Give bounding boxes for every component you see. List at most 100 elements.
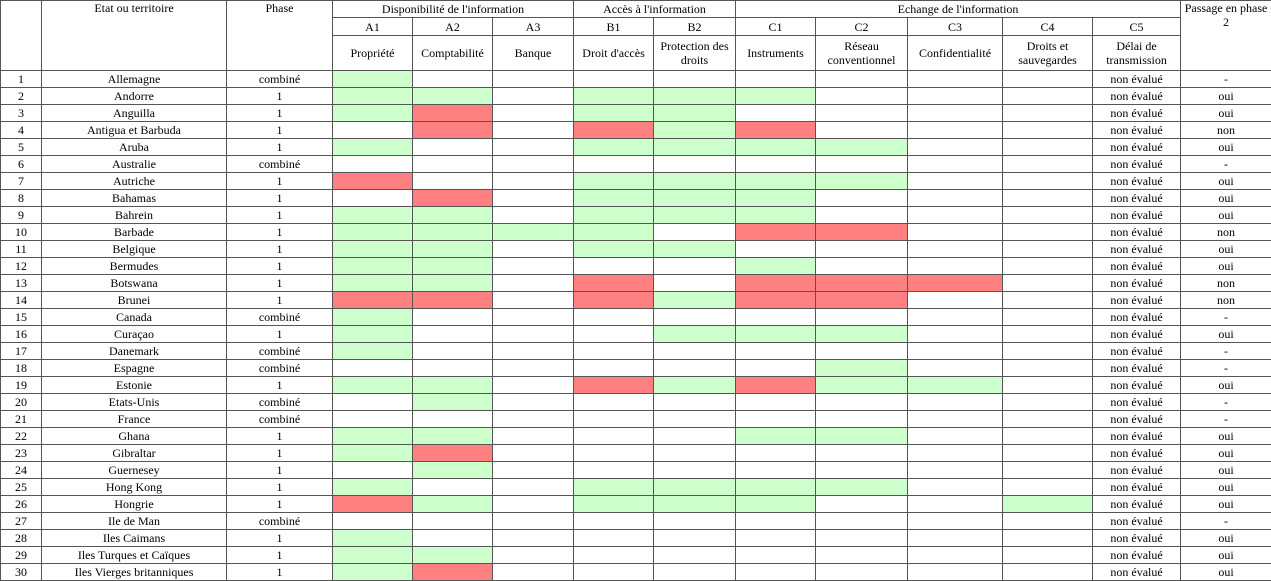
state-name: Iles Vierges britanniques [41,563,227,581]
c5-status: non évalué [1092,410,1182,428]
status-cell [491,70,575,88]
passage: oui [1180,138,1271,156]
phase: combiné [226,155,333,173]
status-cell [412,257,493,275]
status-cell [653,376,737,394]
status-cell [907,410,1004,428]
status-cell [332,393,413,411]
passage: - [1180,512,1271,530]
status-cell [491,478,575,496]
status-cell [573,546,655,564]
status-cell [653,223,737,241]
column-code: B2 [653,17,737,36]
c5-status: non évalué [1092,155,1182,173]
status-cell [907,461,1004,479]
status-cell [1002,291,1094,309]
status-cell [332,495,413,513]
status-cell [1002,546,1094,564]
table-row: 17 Danemark combiné non évalué - [0,342,1271,360]
status-cell [332,342,413,360]
passage: oui [1180,325,1271,343]
status-cell [653,393,737,411]
row-number: 4 [0,121,42,139]
state-name: Canada [41,308,227,326]
status-cell [815,546,909,564]
status-cell [653,478,737,496]
status-cell [653,240,737,258]
status-cell [815,427,909,445]
status-cell [907,512,1004,530]
status-cell [491,512,575,530]
status-cell [735,563,817,581]
status-cell [573,206,655,224]
status-cell [907,546,1004,564]
status-cell [815,529,909,547]
phase: 1 [226,189,333,207]
status-cell [491,376,575,394]
status-cell [491,121,575,139]
status-cell [653,546,737,564]
c5-status: non évalué [1092,376,1182,394]
passage: oui [1180,206,1271,224]
state-name: Estonie [41,376,227,394]
status-cell [491,172,575,190]
status-cell [815,223,909,241]
row-number: 7 [0,172,42,190]
row-number: 28 [0,529,42,547]
state-name: Guernesey [41,461,227,479]
state-name: Aruba [41,138,227,156]
table-row: 8 Bahamas 1 non évalué oui [0,189,1271,207]
status-cell [815,325,909,343]
status-cell [815,138,909,156]
status-cell [491,359,575,377]
table-row: 13 Botswana 1 non évalué non [0,274,1271,292]
passage: oui [1180,444,1271,462]
status-cell [332,308,413,326]
status-cell [1002,257,1094,275]
column-label: Droit d'accès [573,35,655,71]
passage: oui [1180,529,1271,547]
c5-status: non évalué [1092,512,1182,530]
table-row: 27 Ile de Man combiné non évalué - [0,512,1271,530]
status-cell [573,223,655,241]
status-cell [412,206,493,224]
status-cell [332,189,413,207]
row-number: 9 [0,206,42,224]
status-cell [1002,359,1094,377]
phase: 1 [226,563,333,581]
status-cell [1002,325,1094,343]
table-row: 28 Iles Caimans 1 non évalué oui [0,529,1271,547]
table-row: 18 Espagne combiné non évalué - [0,359,1271,377]
status-cell [412,104,493,122]
status-cell [815,274,909,292]
table-row: 29 Iles Turques et Caïques 1 non évalué oui [0,546,1271,564]
table-header: Etat ou territoire Phase Disponibilité de … [0,0,1271,71]
status-cell [491,189,575,207]
status-cell [412,138,493,156]
status-cell [907,189,1004,207]
status-cell [1002,70,1094,88]
status-cell [491,393,575,411]
status-cell [1002,342,1094,360]
state-name: Australie [41,155,227,173]
row-number: 20 [0,393,42,411]
row-number: 18 [0,359,42,377]
column-code: B1 [573,17,655,36]
status-cell [735,240,817,258]
status-cell [491,257,575,275]
passage: oui [1180,240,1271,258]
table-row: 2 Andorre 1 non évalué oui [0,87,1271,105]
table-body: 1 Allemagne combiné non évalué -2 Andorre 1 non… [0,70,1271,581]
phase: 1 [226,427,333,445]
c5-status: non évalué [1092,461,1182,479]
status-cell [332,529,413,547]
status-cell [735,274,817,292]
passage: - [1180,155,1271,173]
row-number: 5 [0,138,42,156]
status-cell [332,325,413,343]
status-cell [653,70,737,88]
header-cell: Phase [226,0,333,71]
status-cell [735,444,817,462]
state-name: Iles Turques et Caïques [41,546,227,564]
status-cell [412,478,493,496]
